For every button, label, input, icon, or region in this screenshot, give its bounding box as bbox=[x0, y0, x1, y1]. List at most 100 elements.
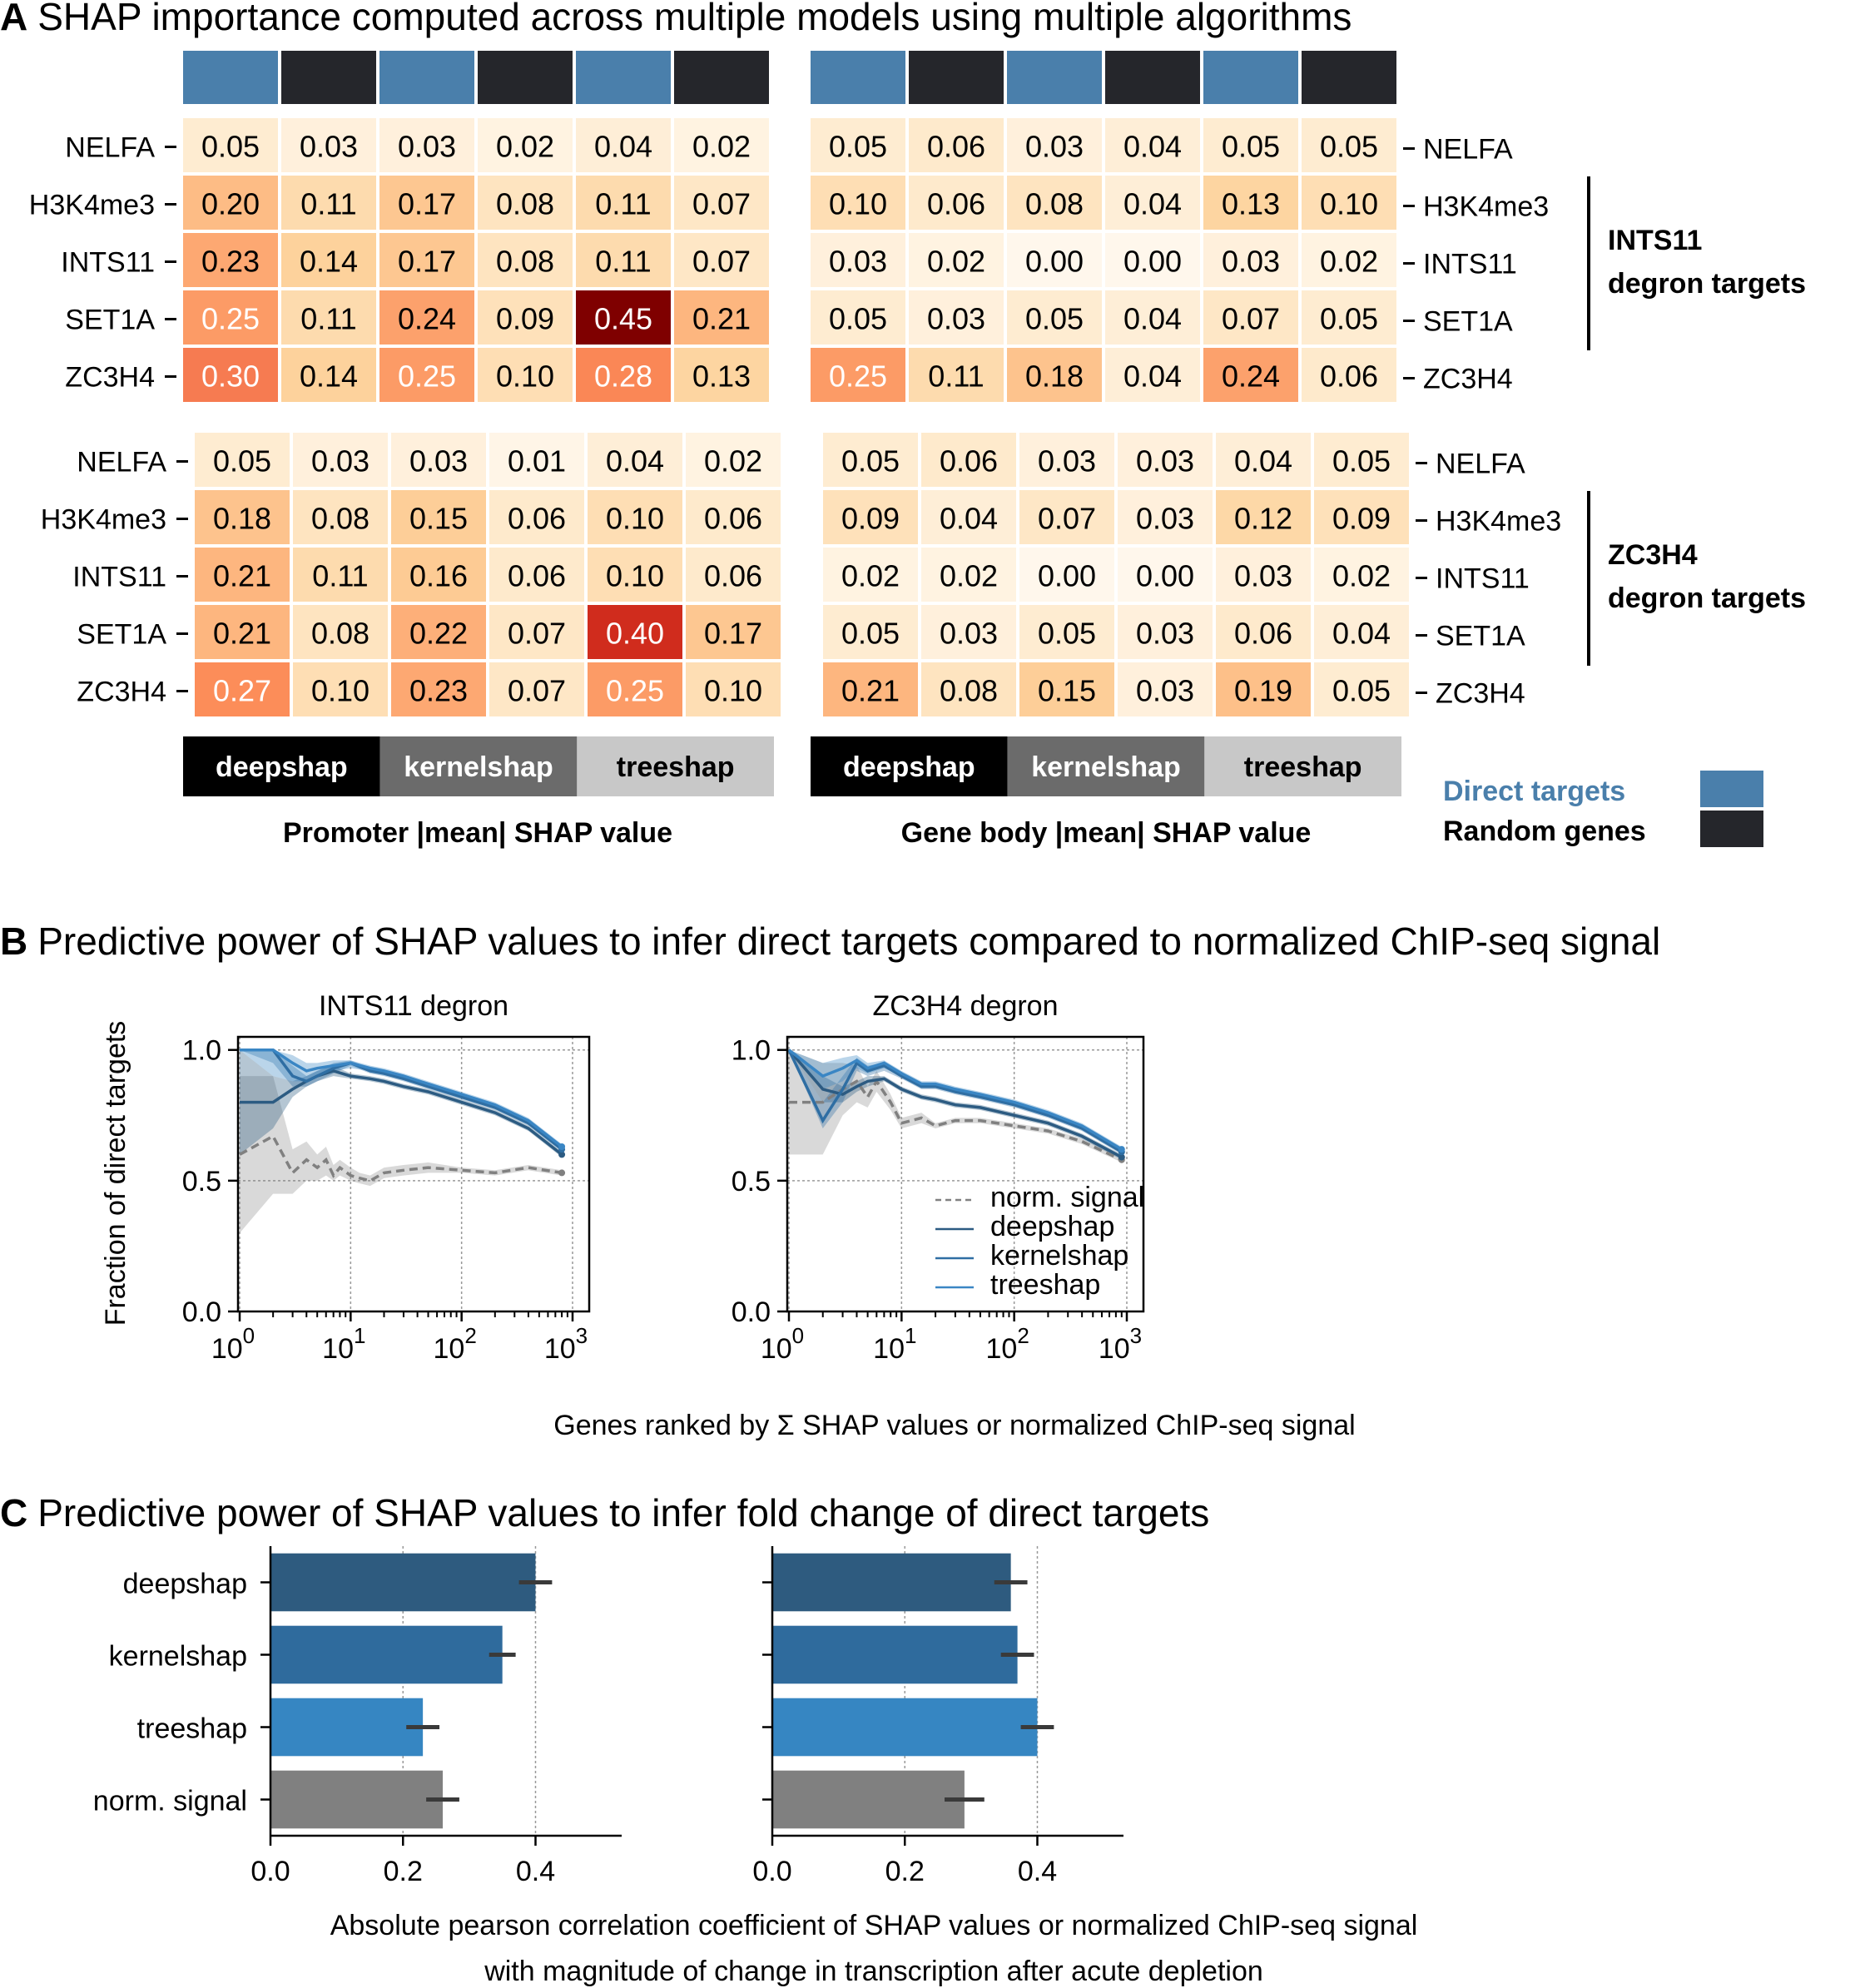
heatmap-cell bbox=[183, 290, 278, 345]
heatmap-value: 0.07 bbox=[692, 245, 751, 279]
heatmap-cell bbox=[391, 605, 486, 659]
category-label: norm. signal bbox=[93, 1786, 247, 1817]
heatmap-value: 0.23 bbox=[409, 674, 468, 708]
heatmap-3: 0.05 0.03 0.03 0.01 0.04 0.02 NELFA 0.18 0.08 0.1… bbox=[41, 433, 781, 716]
heatmap-value: 0.20 bbox=[201, 187, 260, 221]
panel-b-ylabel: Fraction of direct targets bbox=[100, 1021, 131, 1326]
bar bbox=[772, 1698, 1038, 1757]
heatmap-cell bbox=[686, 605, 781, 659]
heatmap-value: 0.15 bbox=[409, 502, 468, 536]
heatmap-value: 0.10 bbox=[829, 187, 887, 221]
heatmap-value: 0.04 bbox=[940, 502, 998, 536]
heatmap-cell bbox=[811, 348, 905, 402]
row-label: H3K4me3 bbox=[29, 190, 155, 221]
heatmap-cell bbox=[1105, 176, 1200, 230]
heatmap-value: 0.02 bbox=[940, 559, 998, 593]
heatmap-cell bbox=[281, 290, 376, 345]
heatmap-value: 0.21 bbox=[213, 559, 271, 593]
heatmap-value: 0.40 bbox=[606, 617, 664, 651]
heatmap-cell bbox=[293, 433, 388, 487]
heatmap-value: 0.07 bbox=[1038, 502, 1096, 536]
legend-random-swatch bbox=[1700, 811, 1763, 847]
bar bbox=[772, 1770, 965, 1829]
series-endpoint bbox=[558, 1169, 566, 1177]
heatmap-cell bbox=[1118, 490, 1213, 544]
group2-label-line1: ZC3H4 bbox=[1608, 539, 1698, 571]
heatmap-value: 0.25 bbox=[398, 359, 456, 394]
heatmap-panels: 0.05 0.03 0.03 0.02 0.04 0.02 NELFA 0.20 0.11 0.1… bbox=[29, 51, 1561, 716]
heatmap-value: 0.16 bbox=[409, 559, 468, 593]
column-category-swatch bbox=[379, 51, 474, 104]
heatmap-value: 0.05 bbox=[1025, 302, 1084, 336]
heatmap-value: 0.13 bbox=[692, 359, 751, 394]
heatmap-value: 0.07 bbox=[508, 617, 566, 651]
heatmap-value: 0.05 bbox=[829, 302, 887, 336]
heatmap-cell bbox=[195, 548, 290, 602]
legend-direct-swatch bbox=[1700, 771, 1763, 807]
heatmap-value: 0.04 bbox=[1123, 302, 1182, 336]
row-label: INTS11 bbox=[1436, 563, 1530, 595]
panel-a-title: A SHAP importance computed across multipl… bbox=[0, 0, 1352, 38]
x-tick-label: 100 bbox=[211, 1323, 255, 1365]
heatmap-cell bbox=[379, 118, 474, 172]
heatmap-cell bbox=[478, 348, 573, 402]
heatmap-cell bbox=[1019, 548, 1114, 602]
heatmap-4: 0.05 0.06 0.03 0.03 0.04 0.05 NELFA 0.09 0.04 0.0… bbox=[823, 433, 1561, 716]
column-category-swatch bbox=[478, 51, 573, 104]
heatmap-value: 0.21 bbox=[213, 617, 271, 651]
x-tick-label: 102 bbox=[986, 1323, 1029, 1365]
bar bbox=[772, 1625, 1018, 1684]
column-category-swatch bbox=[1302, 51, 1396, 104]
heatmap-value: 0.05 bbox=[1222, 130, 1280, 164]
algorithm-bar-treeshap bbox=[1204, 736, 1401, 796]
heatmap-value: 0.08 bbox=[496, 245, 554, 279]
heatmap-value: 0.11 bbox=[312, 559, 368, 593]
heatmap-cell bbox=[478, 233, 573, 287]
bar bbox=[270, 1625, 503, 1684]
heatmap-value: 0.04 bbox=[1123, 359, 1182, 394]
plot-frame bbox=[236, 1035, 591, 1313]
algorithm-label: treeshap bbox=[1244, 751, 1362, 783]
heatmap-value: 0.01 bbox=[508, 444, 566, 478]
heatmap-cell bbox=[379, 290, 474, 345]
row-label: H3K4me3 bbox=[1436, 506, 1561, 538]
heatmap-value: 0.03 bbox=[927, 302, 985, 336]
heatmap-cell bbox=[1203, 118, 1298, 172]
heatmap-1: 0.05 0.03 0.03 0.02 0.04 0.02 NELFA 0.20 0.11 0.1… bbox=[29, 118, 769, 402]
heatmap-cell bbox=[576, 176, 671, 230]
heatmap-value: 0.05 bbox=[1038, 617, 1096, 651]
heatmap-value: 0.05 bbox=[1320, 302, 1378, 336]
heatmap-cell bbox=[489, 433, 584, 487]
heatmap-cell bbox=[379, 176, 474, 230]
heatmap-cell bbox=[489, 605, 584, 659]
line-chart-title: INTS11 degron bbox=[319, 990, 508, 1022]
y-tick-label: 0.5 bbox=[182, 1166, 221, 1197]
heatmap-cell bbox=[674, 118, 769, 172]
heatmap-cell bbox=[588, 662, 682, 716]
heatmap-cell bbox=[489, 662, 584, 716]
heatmap-value: 0.17 bbox=[398, 187, 456, 221]
heatmap-cell bbox=[1105, 118, 1200, 172]
series-endpoint bbox=[558, 1151, 566, 1158]
x-tick-label: 103 bbox=[1099, 1323, 1142, 1365]
heatmap-value: 0.25 bbox=[201, 302, 260, 336]
algorithm-bars: deepshap kernelshap treeshap deepshap kernel… bbox=[183, 736, 1401, 796]
heatmap-cell bbox=[588, 433, 682, 487]
algorithm-bar-deepshap bbox=[811, 736, 1008, 796]
heatmap-cell bbox=[1302, 290, 1396, 345]
heatmap-cell bbox=[1314, 548, 1409, 602]
heatmap-value: 0.02 bbox=[704, 444, 762, 478]
heatmap-value: 0.21 bbox=[692, 302, 751, 336]
heatmap-cell bbox=[478, 176, 573, 230]
heatmap-value: 0.07 bbox=[692, 187, 751, 221]
heatmap-value: 0.04 bbox=[1332, 617, 1391, 651]
heatmap-value: 0.04 bbox=[1234, 444, 1292, 478]
heatmap-cell bbox=[823, 662, 918, 716]
heatmap-value: 0.11 bbox=[928, 359, 984, 394]
heatmap-value: 0.03 bbox=[1234, 559, 1292, 593]
heatmap-cell bbox=[1302, 118, 1396, 172]
heatmap-cell bbox=[379, 233, 474, 287]
x-tick-label: 101 bbox=[873, 1323, 916, 1365]
algorithm-bar-treeshap bbox=[577, 736, 774, 796]
heatmap-value: 0.15 bbox=[1038, 674, 1096, 708]
